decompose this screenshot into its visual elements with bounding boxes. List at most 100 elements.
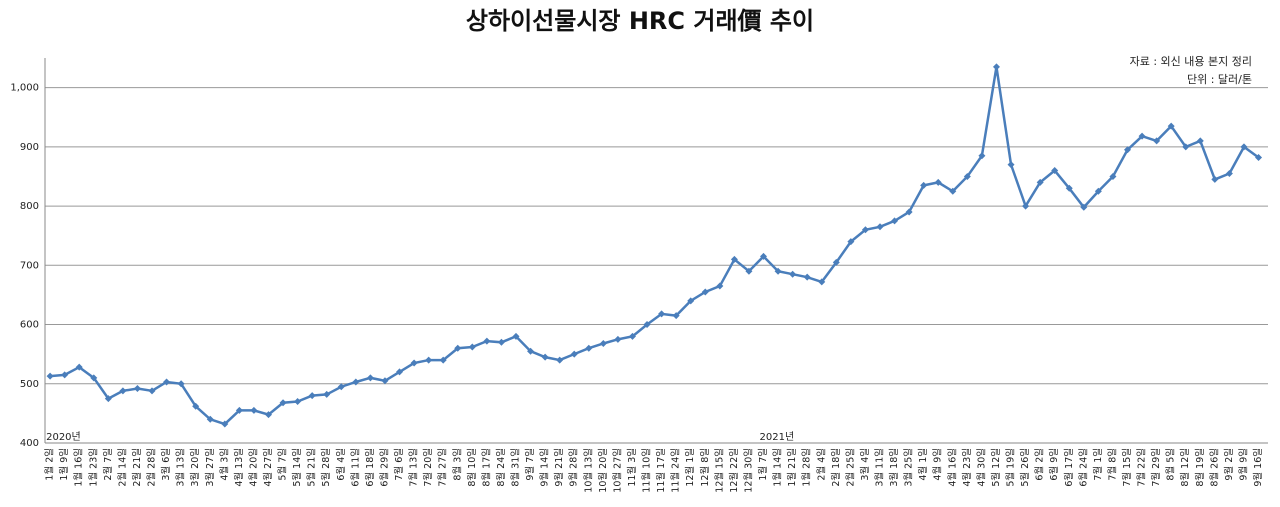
marker <box>221 420 229 428</box>
x-tick-label: 8월 19일 <box>1194 448 1206 487</box>
marker <box>1051 167 1059 175</box>
marker <box>468 343 476 351</box>
x-tick-label: 2월 4일 <box>815 448 827 481</box>
marker <box>672 312 680 320</box>
marker <box>905 208 913 216</box>
marker <box>643 321 651 329</box>
x-tick-label: 4월 23일 <box>961 448 973 487</box>
marker <box>1167 122 1175 130</box>
x-tick-label: 8월 31일 <box>510 448 522 487</box>
x-tick-label: 2월 18일 <box>830 448 842 487</box>
x-tick-label: 6월 17일 <box>1063 448 1075 487</box>
x-tick-label: 3월 25일 <box>903 448 915 487</box>
marker <box>512 332 520 340</box>
x-tick-label: 7월 15일 <box>1121 448 1133 487</box>
x-tick-label: 10월 13일 <box>582 448 594 493</box>
x-tick-label: 4월 3일 <box>218 448 230 481</box>
marker <box>163 378 171 386</box>
marker <box>1065 184 1073 192</box>
marker <box>177 380 185 388</box>
x-tick-label: 7월 1일 <box>1092 448 1104 481</box>
marker <box>119 387 127 395</box>
x-tick-label: 8월 26일 <box>1208 448 1220 487</box>
x-tick-label: 2월 7일 <box>102 448 114 481</box>
marker <box>978 152 986 160</box>
x-tick-label: 6월 9일 <box>1048 448 1060 481</box>
x-tick-label: 6월 18일 <box>364 448 376 487</box>
marker <box>716 282 724 290</box>
x-tick-label: 11월 24일 <box>670 448 682 493</box>
x-tick-label: 12월 1일 <box>684 448 696 487</box>
marker <box>599 339 607 347</box>
marker <box>104 395 112 403</box>
x-tick-label: 2월 21일 <box>131 448 143 487</box>
line <box>49 66 1260 426</box>
marker <box>774 267 782 275</box>
marker <box>847 238 855 246</box>
x-tick-label: 3월 6일 <box>160 448 172 481</box>
marker <box>1182 143 1190 151</box>
chart-title: 상하이선물시장 HRC 거래價 추이 <box>466 7 814 35</box>
x-tick-label: 9월 9일 <box>1237 448 1249 481</box>
marker <box>366 374 374 382</box>
marker <box>206 415 214 423</box>
marker <box>1138 132 1146 140</box>
x-tick-label: 10월 20일 <box>597 448 609 493</box>
x-tick-label: 8월 17일 <box>480 448 492 487</box>
x-tick-label: 7월 13일 <box>408 448 420 487</box>
x-tick-label: 9월 14일 <box>539 448 551 487</box>
marker <box>1094 187 1102 195</box>
marker <box>701 288 709 296</box>
x-tick-label: 4월 13일 <box>233 448 245 487</box>
x-tick-label: 8월 10일 <box>466 448 478 487</box>
x-tick-label: 10월 27일 <box>611 448 623 493</box>
marker <box>527 347 535 355</box>
x-tick-label: 12월 8일 <box>699 448 711 487</box>
marker <box>1109 172 1117 180</box>
x-tick-label: 7월 27일 <box>437 448 449 487</box>
marker <box>61 371 69 379</box>
marker <box>381 377 389 385</box>
marker <box>235 406 243 414</box>
x-tick-label: 4월 16일 <box>946 448 958 487</box>
year-label: 2021년 <box>760 431 795 443</box>
x-tick-label: 4월 30일 <box>975 448 987 487</box>
x-tick-label: 1월 2일 <box>44 448 56 481</box>
marker <box>75 363 83 371</box>
marker <box>760 252 768 260</box>
marker <box>148 387 156 395</box>
x-tick-label: 2월 25일 <box>844 448 856 487</box>
marker <box>1255 154 1263 162</box>
marker <box>1196 137 1204 145</box>
marker <box>818 278 826 286</box>
marker <box>294 398 302 406</box>
marker <box>992 63 1000 71</box>
x-tick-label: 1월 16일 <box>73 448 85 487</box>
y-tick-label: 900 <box>20 142 39 153</box>
x-tick-label: 12월 30일 <box>742 448 754 493</box>
x-tick-label: 2월 28일 <box>146 448 158 487</box>
marker <box>876 223 884 231</box>
marker <box>730 255 738 263</box>
x-tick-label: 9월 2일 <box>1223 448 1235 481</box>
marker <box>861 226 869 234</box>
x-tick-label: 3월 18일 <box>888 448 900 487</box>
marker <box>934 178 942 186</box>
x-tick-label: 7월 8일 <box>1106 448 1118 481</box>
x-tick-label: 5월 7일 <box>277 448 289 481</box>
x-tick-label: 5월 26일 <box>1019 448 1031 487</box>
marker <box>556 356 564 364</box>
x-tick-label: 1월 9일 <box>58 448 70 481</box>
marker <box>90 374 98 382</box>
x-tick-label: 1월 7일 <box>757 448 769 481</box>
marker <box>1225 170 1233 177</box>
x-tick-label: 6월 4일 <box>335 448 347 481</box>
marker <box>410 359 418 367</box>
marker <box>192 402 200 410</box>
x-tick-label: 11월 10일 <box>641 448 653 493</box>
marker <box>1007 161 1015 169</box>
x-tick-label: 3월 4일 <box>859 448 871 481</box>
marker <box>1036 178 1044 186</box>
x-tick-label: 6월 29일 <box>378 448 390 487</box>
